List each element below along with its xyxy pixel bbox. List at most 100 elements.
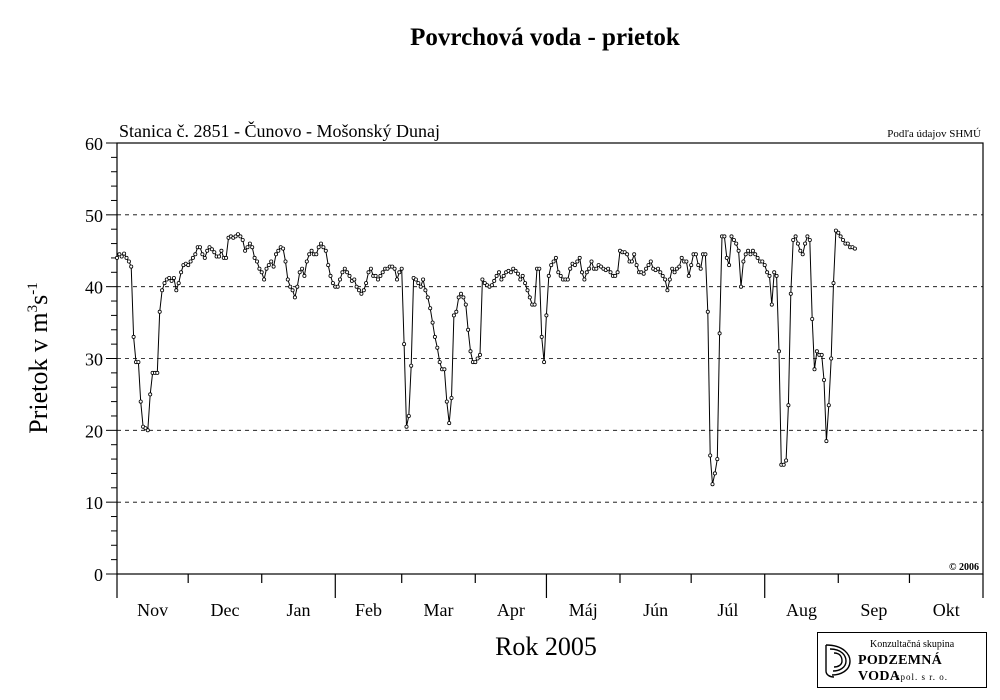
- data-point: [155, 370, 160, 375]
- data-point: [819, 352, 824, 357]
- data-point: [122, 251, 127, 256]
- data-point: [247, 241, 252, 246]
- data-point: [179, 270, 184, 275]
- data-point: [235, 232, 240, 237]
- data-point: [558, 273, 563, 278]
- data-point: [323, 248, 328, 253]
- data-point: [318, 241, 323, 246]
- data-point: [525, 288, 530, 293]
- data-point: [266, 263, 271, 268]
- data-point: [423, 288, 428, 293]
- data-point: [829, 356, 834, 361]
- copyright-note: © 2006: [949, 562, 979, 573]
- data-point: [219, 248, 224, 253]
- data-point: [629, 259, 634, 264]
- data-point: [136, 360, 141, 365]
- data-point: [739, 284, 744, 289]
- data-point: [468, 349, 473, 354]
- data-point: [499, 277, 504, 282]
- data-point: [670, 266, 675, 271]
- data-point: [257, 266, 262, 271]
- data-point: [335, 284, 340, 289]
- data-point: [447, 421, 452, 426]
- data-point: [309, 248, 314, 253]
- data-point: [131, 334, 136, 339]
- data-point: [193, 252, 198, 257]
- data-point: [803, 241, 808, 246]
- data-point: [698, 266, 703, 271]
- data-point: [354, 284, 359, 289]
- data-point: [285, 277, 290, 282]
- data-point: [129, 264, 134, 269]
- data-point: [297, 270, 302, 275]
- data-point: [508, 270, 513, 275]
- y-axis: 0 10 20 30 40 50 60: [85, 134, 117, 585]
- data-point: [197, 245, 202, 250]
- data-point: [644, 266, 649, 271]
- data-point: [283, 259, 288, 264]
- data-point: [750, 248, 755, 253]
- data-point: [202, 255, 207, 260]
- data-point: [513, 268, 518, 273]
- data-point: [575, 259, 580, 264]
- data-point: [356, 288, 361, 293]
- data-point: [556, 270, 561, 275]
- data-point: [755, 255, 760, 260]
- data-point: [169, 278, 174, 283]
- series-markers: [115, 228, 857, 487]
- data-point: [160, 288, 165, 293]
- data-point: [696, 263, 701, 268]
- data-point: [518, 277, 523, 282]
- data-point: [672, 270, 677, 275]
- data-point: [656, 266, 661, 271]
- data-point: [717, 331, 722, 336]
- data-point: [378, 273, 383, 278]
- data-point: [613, 273, 618, 278]
- data-point: [475, 356, 480, 361]
- data-point: [798, 248, 803, 253]
- data-point: [663, 277, 668, 282]
- data-point: [167, 275, 172, 280]
- data-point: [580, 270, 585, 275]
- data-point: [207, 245, 212, 250]
- data-point: [826, 403, 831, 408]
- data-point: [724, 255, 729, 260]
- data-point: [480, 277, 485, 282]
- data-point: [276, 248, 281, 253]
- data-point: [539, 334, 544, 339]
- data-point: [157, 309, 162, 314]
- data-point: [565, 277, 570, 282]
- x-tick-label: Jún: [643, 600, 668, 620]
- data-point: [295, 284, 300, 289]
- data-point: [352, 277, 357, 282]
- x-tick-label: Okt: [933, 600, 960, 620]
- data-point: [791, 237, 796, 242]
- data-point: [648, 259, 653, 264]
- data-point: [833, 228, 838, 233]
- data-point: [375, 277, 380, 282]
- data-point: [712, 471, 717, 476]
- data-point: [245, 245, 250, 250]
- data-point: [302, 273, 307, 278]
- data-point: [736, 248, 741, 253]
- data-point: [684, 259, 689, 264]
- data-point: [421, 277, 426, 282]
- data-point: [269, 259, 274, 264]
- data-point: [148, 392, 153, 397]
- data-point: [238, 234, 243, 239]
- data-point: [741, 259, 746, 264]
- data-point: [138, 399, 143, 404]
- data-point: [200, 252, 205, 257]
- data-point: [337, 277, 342, 282]
- data-point: [774, 273, 779, 278]
- data-point: [772, 270, 777, 275]
- logo-text-line1: Konzultačná skupina: [870, 639, 955, 650]
- data-point: [810, 316, 815, 321]
- chart-title: Povrchová voda - prietok: [410, 24, 680, 51]
- data-point: [496, 270, 501, 275]
- data-point: [216, 254, 221, 259]
- x-tick-label: Máj: [569, 600, 598, 620]
- data-point: [753, 252, 758, 257]
- data-point: [404, 424, 409, 429]
